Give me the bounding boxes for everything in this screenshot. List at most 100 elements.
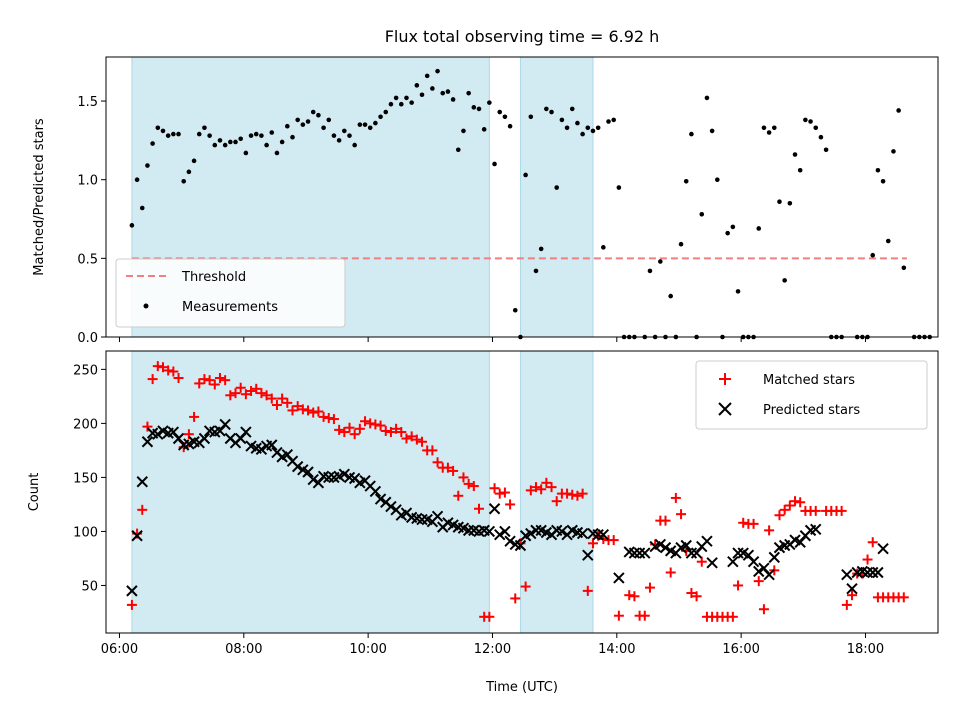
matched-point — [375, 420, 386, 431]
matched-point — [365, 418, 376, 429]
measurement-point — [658, 259, 663, 264]
matched-point — [613, 610, 624, 621]
measurement-point — [264, 142, 269, 148]
measurement-point — [455, 147, 461, 153]
bottom-y-axis-label: Count — [27, 473, 42, 512]
matched-point — [432, 457, 443, 468]
measurement-point — [606, 119, 611, 124]
bottom-x-ticks: 06:00 08:00 10:00 12:00 14:00 16:00 18:00 — [101, 633, 884, 657]
bottom-legend-box — [695, 360, 928, 430]
matched-point — [753, 576, 764, 587]
predicted-point — [483, 525, 496, 538]
measurement-point — [181, 178, 187, 184]
measurement-point — [300, 122, 306, 127]
measurement-point — [352, 142, 357, 148]
matched-point — [505, 499, 516, 510]
matched-point — [406, 431, 417, 442]
predicted-point — [846, 582, 858, 595]
measurement-point — [233, 139, 238, 145]
shaded-period — [519, 56, 594, 338]
measurement-point — [704, 95, 710, 101]
matched-point — [220, 375, 231, 386]
measurement-point — [440, 90, 446, 96]
measurement-point — [554, 185, 560, 190]
matched-point — [360, 416, 371, 427]
predicted-point — [131, 530, 143, 542]
predicted-point — [338, 468, 351, 480]
predicted-point — [385, 500, 397, 513]
matched-point — [691, 591, 702, 602]
matched-point — [142, 421, 153, 432]
measurement-point — [207, 133, 212, 138]
predicted-point — [633, 547, 646, 559]
top-panel: 0.0 0.5 1.0 1.5 Matched/Predicted stars Thr… — [32, 56, 939, 346]
top-legend-box — [115, 258, 346, 328]
predicted-point — [530, 524, 542, 537]
matched-point — [354, 423, 365, 434]
measurement-point — [492, 161, 497, 167]
measurement-point — [362, 122, 368, 127]
measurement-point — [305, 119, 311, 124]
predicted-point — [685, 547, 698, 559]
matched-point — [764, 525, 775, 536]
measurement-point — [575, 120, 580, 126]
measurement-point — [533, 268, 539, 274]
measurement-point — [419, 92, 425, 98]
measurement-point — [538, 246, 544, 252]
chart-title: Flux total observing time = 6.92 h — [385, 27, 660, 46]
measurement-point — [766, 130, 772, 135]
measurement-point — [238, 136, 243, 142]
measurement-point — [782, 278, 787, 283]
measurement-point — [787, 200, 793, 206]
measurement-point — [430, 86, 435, 91]
predicted-point — [307, 473, 319, 486]
matched-point — [204, 375, 215, 386]
matched-point — [308, 407, 319, 418]
measurement-point — [507, 123, 513, 129]
measurement-point — [528, 114, 534, 120]
predicted-point — [732, 547, 744, 559]
measurement-point — [445, 89, 451, 94]
matched-point — [665, 567, 676, 578]
predicted-point — [291, 460, 304, 473]
measurement-point — [409, 100, 414, 105]
matched-point — [489, 483, 500, 494]
measurement-point — [212, 142, 218, 148]
measurement-point — [145, 163, 150, 168]
matched-point — [748, 518, 759, 529]
matched-point — [173, 373, 184, 384]
measurement-point — [378, 114, 383, 120]
measurement-point — [875, 167, 881, 173]
matched-point — [520, 581, 531, 592]
measurement-point — [160, 128, 166, 134]
matched-point — [313, 406, 324, 417]
measurement-point — [497, 109, 503, 115]
predicted-point — [763, 568, 775, 581]
matched-point — [644, 582, 655, 593]
measurement-point — [259, 133, 264, 138]
measurement-point — [171, 131, 176, 137]
matched-point — [499, 487, 510, 498]
measurement-point — [647, 268, 653, 274]
measurement-point — [580, 131, 585, 137]
predicted-point — [747, 555, 760, 568]
legend-measurements-label: Measurements — [182, 300, 278, 315]
predicted-point — [576, 527, 589, 540]
measurement-point — [347, 133, 352, 138]
measurement-point — [139, 205, 145, 211]
matched-point — [510, 593, 521, 604]
measurement-point — [404, 95, 409, 101]
matched-point — [385, 427, 396, 438]
y-tick-label: 250 — [73, 363, 98, 378]
measurement-point — [222, 142, 228, 148]
measurement-point — [559, 117, 565, 123]
predicted-point — [582, 549, 594, 561]
top-axes-frame — [105, 56, 939, 338]
measurement-point — [808, 119, 813, 124]
matched-point — [277, 393, 288, 404]
measurement-point — [880, 178, 886, 184]
matched-point — [572, 490, 583, 501]
matched-point — [230, 388, 241, 399]
measurement-point — [481, 127, 487, 132]
matched-point — [380, 425, 391, 436]
